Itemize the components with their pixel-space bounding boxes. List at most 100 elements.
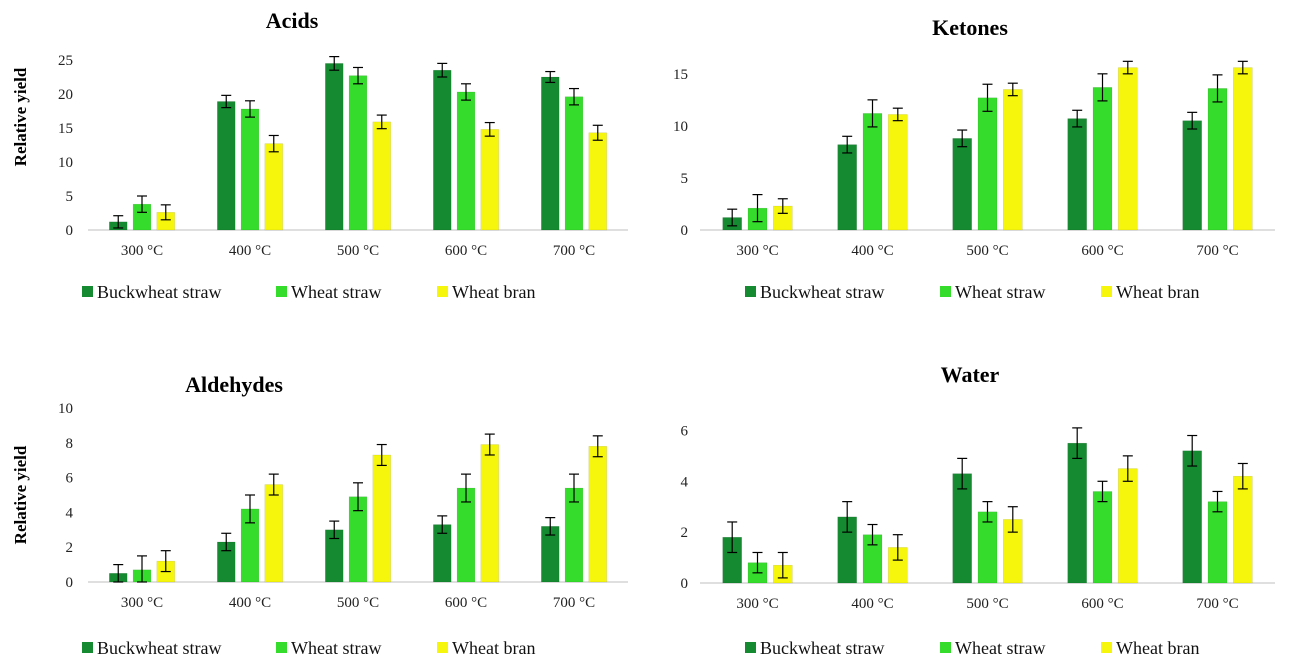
bar-buckwheat-straw [1182, 450, 1202, 584]
bar-buckwheat-straw [837, 144, 857, 231]
y-tick-label: 4 [681, 474, 689, 490]
legend-label: Wheat bran [452, 282, 535, 302]
x-tick-label: 400 °C [229, 243, 271, 259]
y-tick-label: 10 [58, 401, 73, 417]
legend-label: Buckwheat straw [760, 638, 884, 658]
x-tick-label: 300 °C [736, 596, 778, 612]
x-tick-label: 300 °C [736, 243, 778, 259]
y-tick-label: 2 [66, 540, 74, 556]
bar-wheat-straw [456, 91, 476, 231]
chart-title: Acids [266, 8, 319, 33]
chart-title: Water [941, 362, 1000, 387]
bar-buckwheat-straw [1067, 118, 1087, 231]
legend-label: Wheat straw [291, 282, 381, 302]
legend-label: Wheat bran [1116, 638, 1199, 658]
chart-water: Water 0 2 4 6 300 °C 400 °C 500 °C 600 °C 700 °C B… [681, 362, 1275, 658]
bar-wheat-straw [1092, 491, 1113, 584]
legend-swatch [940, 642, 951, 653]
chart-acids: Acids Relative yield 0 5 10 15 20 25 300 °C 400 °… [11, 8, 628, 302]
legend-swatch [276, 286, 287, 297]
x-tick-label: 300 °C [121, 243, 163, 259]
x-tick-label: 600 °C [1081, 596, 1123, 612]
bar-wheat-bran [264, 484, 283, 583]
y-tick-label: 5 [66, 189, 74, 205]
x-tick-label: 400 °C [851, 243, 893, 259]
bar-wheat-bran [588, 132, 607, 231]
legend-swatch [437, 642, 448, 653]
legend-label: Wheat bran [1116, 282, 1199, 302]
legend-swatch [276, 642, 287, 653]
y-tick-label: 10 [58, 155, 73, 171]
y-tick-label: 0 [66, 575, 74, 591]
x-tick-label: 500 °C [337, 595, 379, 611]
bar-wheat-straw [240, 108, 260, 231]
bar-wheat-straw [564, 96, 584, 231]
chart-title: Ketones [932, 15, 1008, 40]
y-tick-label: 5 [681, 171, 689, 187]
bar-wheat-straw [1207, 88, 1228, 231]
y-tick-label: 6 [66, 471, 74, 487]
legend-swatch [437, 286, 448, 297]
legend-swatch [82, 642, 93, 653]
bar-buckwheat-straw [952, 473, 972, 584]
x-tick-label: 400 °C [229, 595, 271, 611]
y-tick-label: 8 [66, 436, 74, 452]
bar-wheat-bran [480, 129, 499, 231]
bar-wheat-bran [1118, 67, 1138, 231]
chart-ketones: Ketones 0 5 10 15 300 °C 400 °C 500 °C 600 °C 700… [673, 15, 1275, 302]
x-tick-label: 700 °C [1196, 596, 1238, 612]
x-tick-label: 700 °C [553, 243, 595, 259]
y-tick-label: 10 [673, 119, 688, 135]
legend-swatch [82, 286, 93, 297]
bar-wheat-straw [977, 97, 998, 231]
y-axis-label: Relative yield [11, 445, 30, 544]
bar-buckwheat-straw [217, 101, 236, 231]
y-tick-label: 15 [673, 67, 688, 83]
legend-label: Wheat bran [452, 638, 535, 658]
bar-wheat-bran [588, 446, 607, 583]
legend-swatch [745, 642, 756, 653]
bar-buckwheat-straw [541, 76, 560, 231]
legend-label: Wheat straw [291, 638, 381, 658]
legend-swatch [745, 286, 756, 297]
x-tick-label: 500 °C [966, 596, 1008, 612]
legend-swatch [1101, 642, 1112, 653]
y-tick-label: 2 [681, 525, 689, 541]
bar-wheat-bran [480, 444, 499, 583]
bar-wheat-straw [862, 113, 883, 231]
legend-swatch [940, 286, 951, 297]
x-tick-label: 600 °C [1081, 243, 1123, 259]
x-tick-label: 600 °C [445, 595, 487, 611]
bar-buckwheat-straw [433, 69, 452, 231]
y-tick-label: 0 [66, 223, 74, 239]
legend-swatch [1101, 286, 1112, 297]
x-tick-label: 700 °C [1196, 243, 1238, 259]
x-tick-label: 300 °C [121, 595, 163, 611]
y-tick-label: 6 [681, 423, 689, 439]
bar-wheat-straw [1207, 501, 1228, 584]
bar-wheat-bran [1118, 468, 1138, 584]
x-tick-label: 400 °C [851, 596, 893, 612]
x-tick-label: 600 °C [445, 243, 487, 259]
legend-label: Wheat straw [955, 638, 1045, 658]
chart-aldehydes: Aldehydes Relative yield 0 2 4 6 8 10 300 °C 400 … [11, 372, 628, 658]
bar-buckwheat-straw [1067, 442, 1087, 584]
y-tick-label: 20 [58, 87, 73, 103]
chart-title: Aldehydes [185, 372, 283, 397]
bar-wheat-bran [372, 454, 391, 583]
y-axis-label: Relative yield [11, 67, 30, 166]
legend-label: Buckwheat straw [97, 282, 221, 302]
bar-wheat-bran [1003, 89, 1023, 231]
y-tick-label: 4 [66, 505, 74, 521]
bar-buckwheat-straw [325, 63, 344, 231]
y-tick-label: 15 [58, 121, 73, 137]
bar-buckwheat-straw [952, 138, 972, 231]
y-tick-label: 0 [681, 223, 689, 239]
bar-wheat-straw [348, 75, 368, 231]
bar-wheat-bran [1233, 67, 1253, 231]
y-tick-label: 0 [681, 576, 689, 592]
x-tick-label: 700 °C [553, 595, 595, 611]
legend-label: Wheat straw [955, 282, 1045, 302]
bar-wheat-bran [264, 143, 283, 231]
